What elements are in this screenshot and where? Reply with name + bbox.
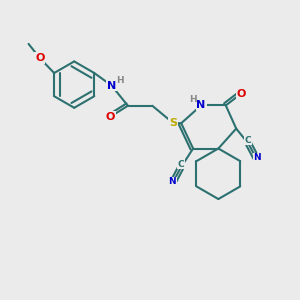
Text: O: O [237,88,246,98]
Text: N: N [169,177,176,186]
Text: O: O [105,112,115,122]
Text: H: H [116,76,124,85]
Text: N: N [196,100,206,110]
Text: N: N [107,80,116,91]
Text: N: N [253,153,261,162]
Text: O: O [35,53,45,63]
Text: S: S [169,118,177,128]
Text: C: C [178,160,184,169]
Text: C: C [245,136,251,145]
Text: H: H [189,95,197,104]
